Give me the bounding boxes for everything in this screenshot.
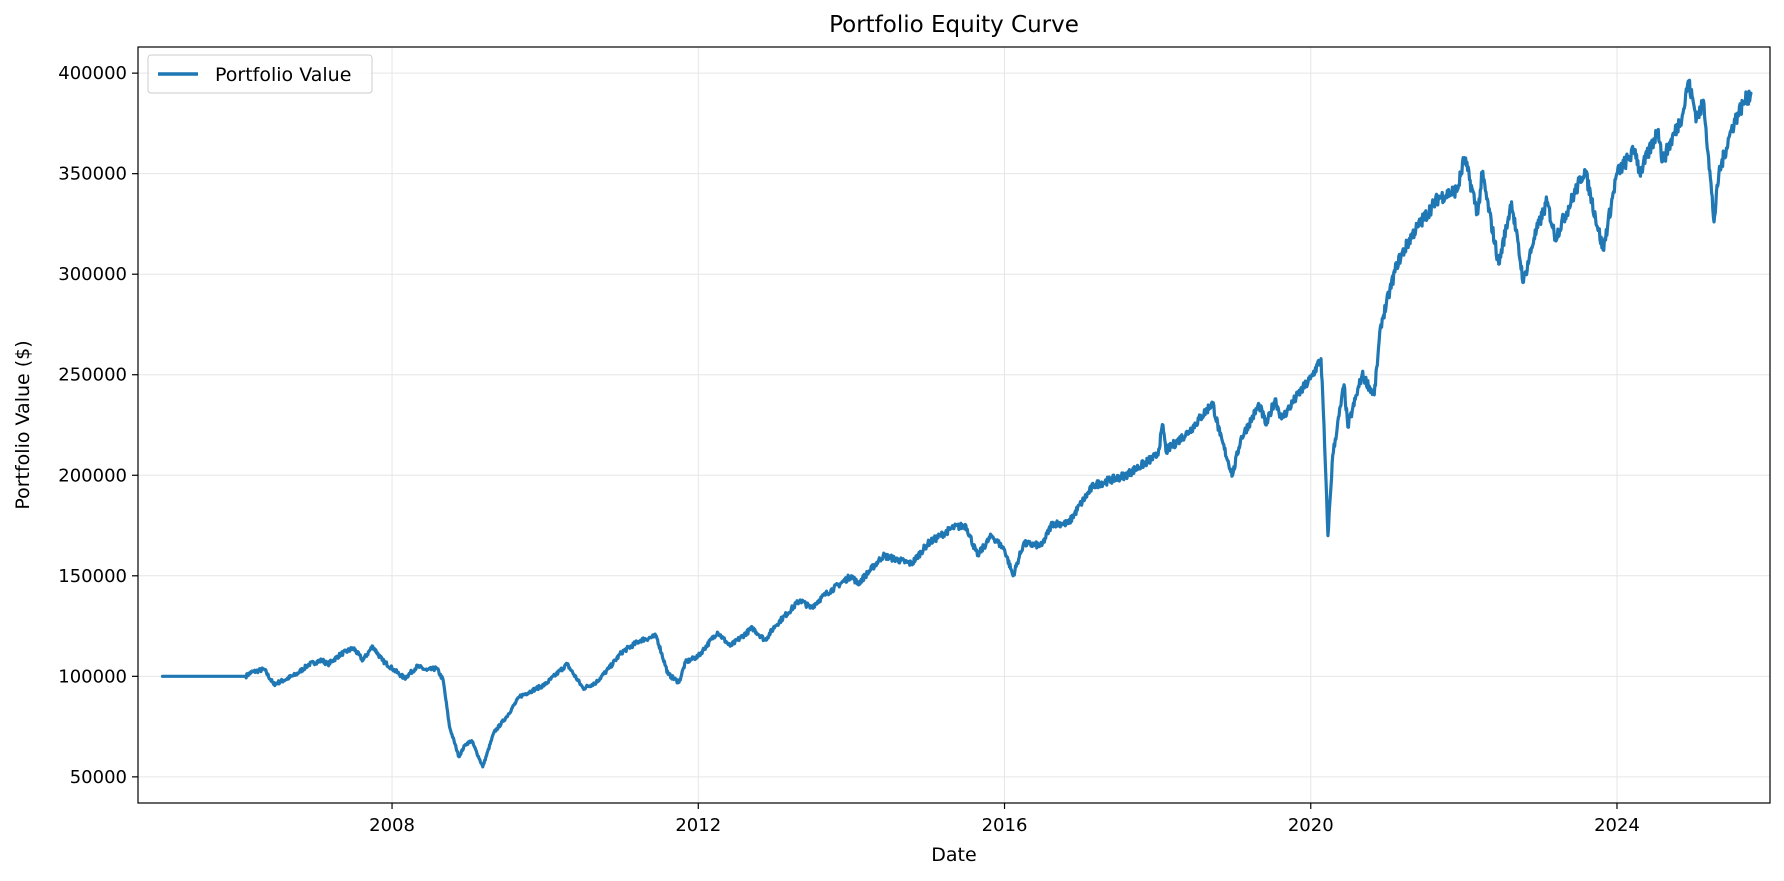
y-tick-label: 350000 [58, 164, 127, 185]
x-tick-label: 2020 [1288, 815, 1334, 836]
x-axis-ticks: 2008 2012 2016 2020 2024 [369, 803, 1640, 836]
legend: Portfolio Value [147, 54, 373, 94]
legend-box [147, 54, 373, 94]
x-tick-label: 2016 [982, 815, 1028, 836]
y-tick-label: 50000 [70, 767, 127, 788]
grid-layer [138, 47, 1770, 803]
x-tick-label: 2024 [1594, 815, 1640, 836]
x-axis-title: Date [931, 844, 976, 866]
y-axis-title: Portfolio Value ($) [12, 340, 34, 509]
series-layer [160, 78, 1753, 769]
plot-area-frame [137, 46, 1771, 804]
x-tick-label: 2012 [675, 815, 721, 836]
y-tick-label: 250000 [58, 365, 127, 386]
chart-title: Portfolio Equity Curve [829, 12, 1079, 38]
y-tick-label: 300000 [58, 264, 127, 285]
y-tick-label: 150000 [58, 566, 127, 587]
y-tick-label: 400000 [58, 63, 127, 84]
y-tick-label: 200000 [58, 465, 127, 486]
y-tick-label: 100000 [58, 666, 127, 687]
legend-label: Portfolio Value [215, 64, 351, 86]
y-axis-ticks: 50000 100000 150000 200000 250000 300000 35000… [58, 63, 138, 788]
series-line-0 [160, 78, 1753, 769]
x-tick-label: 2008 [369, 815, 415, 836]
